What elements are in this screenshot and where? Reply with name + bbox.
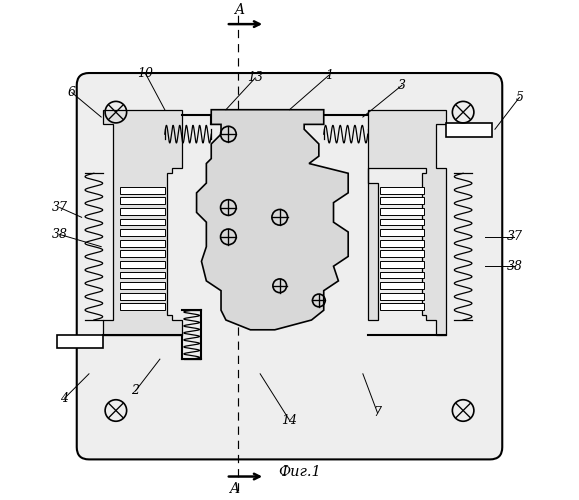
Bar (380, 272, 424, 278)
Bar (380, 292, 424, 300)
Bar (380, 198, 424, 204)
Text: 38: 38 (507, 260, 522, 272)
Polygon shape (197, 110, 348, 330)
Bar (380, 261, 424, 268)
Bar (380, 218, 424, 226)
Bar (380, 304, 424, 310)
Bar (120, 218, 165, 226)
Bar (120, 208, 165, 215)
Text: 13: 13 (247, 72, 263, 85)
Text: 7: 7 (373, 406, 382, 420)
Bar (120, 304, 165, 310)
Text: A: A (234, 3, 244, 17)
Polygon shape (102, 110, 182, 334)
Text: 4: 4 (61, 392, 68, 405)
Bar (446, 124, 493, 136)
Polygon shape (368, 110, 446, 334)
FancyBboxPatch shape (77, 73, 502, 460)
Text: A: A (229, 482, 239, 496)
Bar (120, 250, 165, 257)
Text: 2: 2 (131, 384, 140, 398)
Bar (120, 198, 165, 204)
Bar (57, 334, 102, 348)
Bar (120, 240, 165, 246)
Text: 37: 37 (52, 201, 68, 214)
Bar (380, 250, 424, 257)
Bar (120, 272, 165, 278)
Text: 5: 5 (515, 91, 523, 104)
Bar (380, 229, 424, 236)
Bar (120, 229, 165, 236)
Text: Фиг.1: Фиг.1 (278, 465, 321, 479)
Text: 6: 6 (68, 86, 76, 99)
Bar (120, 282, 165, 289)
Bar (380, 208, 424, 215)
Bar (120, 187, 165, 194)
Bar (380, 282, 424, 289)
Bar (120, 261, 165, 268)
Text: 37: 37 (507, 230, 522, 243)
Text: 10: 10 (137, 66, 153, 80)
Text: 3: 3 (398, 78, 406, 92)
Text: 14: 14 (281, 414, 298, 427)
Text: 38: 38 (52, 228, 68, 241)
Text: 1: 1 (325, 69, 332, 82)
Bar (120, 292, 165, 300)
Bar (380, 187, 424, 194)
Bar (380, 240, 424, 246)
